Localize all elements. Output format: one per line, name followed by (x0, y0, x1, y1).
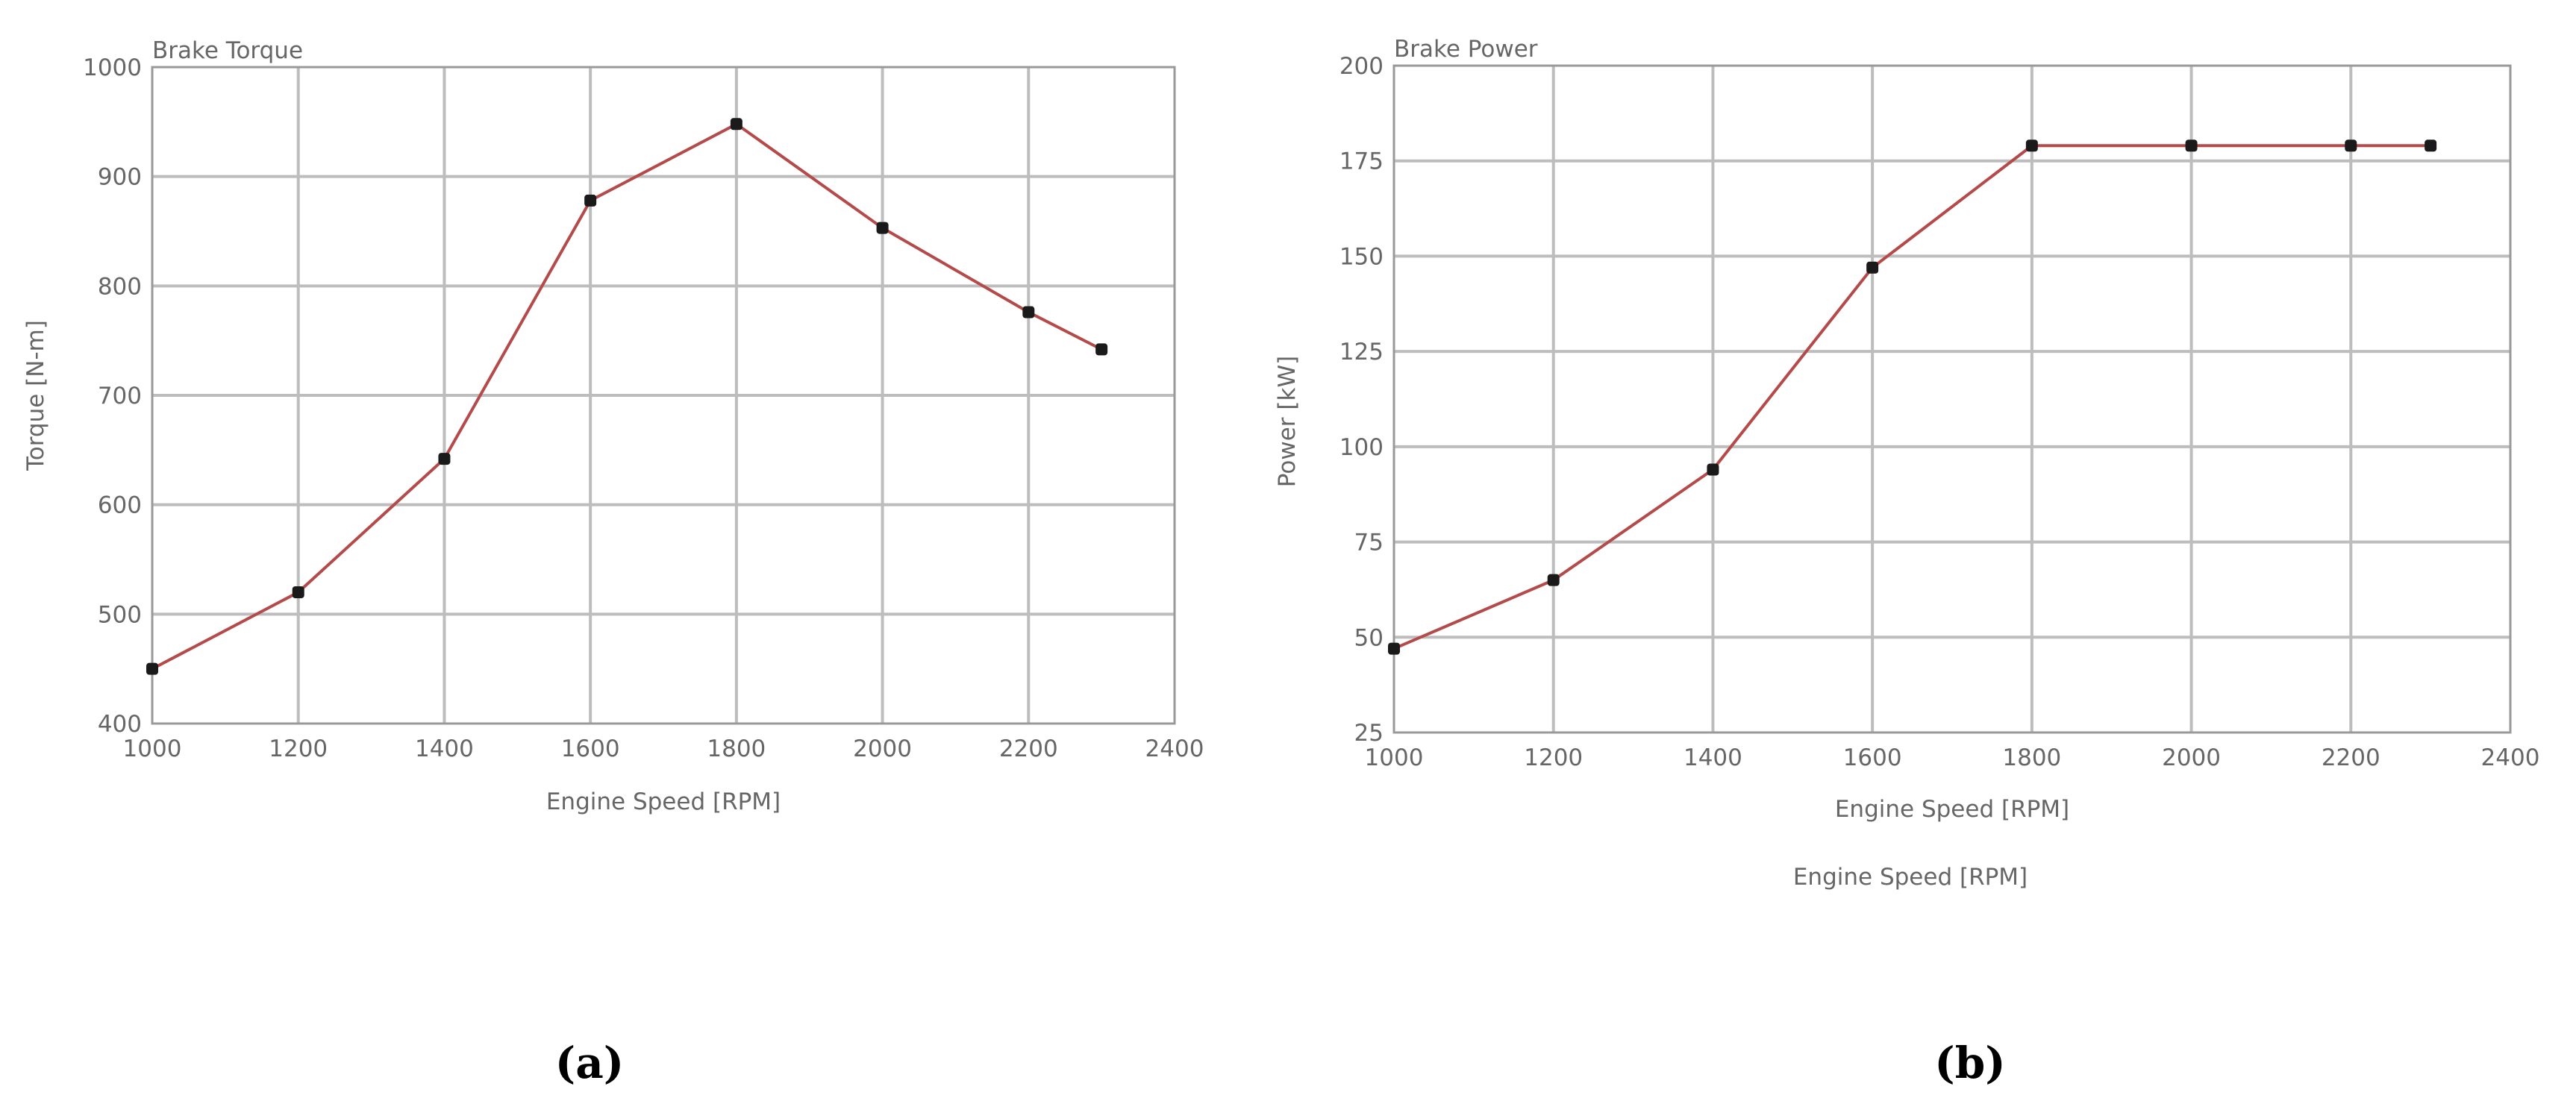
y-ticks: 25 50 75 100 125 150 175 200 (1339, 53, 1384, 747)
x-tick-label: 1000 (1365, 744, 1424, 771)
x-tick-label: 2200 (999, 735, 1058, 762)
data-point (1022, 306, 1035, 319)
y-tick-label: 500 (98, 601, 142, 628)
y-tick-label: 125 (1339, 339, 1384, 366)
data-point (1547, 574, 1560, 586)
data-point (1866, 261, 1879, 274)
series (1388, 139, 2437, 655)
y-tick-label: 700 (98, 383, 142, 410)
y-tick-label: 150 (1339, 243, 1384, 270)
y-axis-label: Torque [N-m] (22, 320, 49, 471)
brake-power-chart: 1000 1200 1400 1600 1800 2000 2200 2400 25 50 75 1… (1274, 36, 2539, 1088)
y-tick-label: 400 (98, 711, 142, 738)
x-tick-label: 2000 (853, 735, 912, 762)
x-tick-label: 2000 (2162, 744, 2221, 771)
data-point (292, 586, 304, 598)
x-ticks: 1000 1200 1400 1600 1800 2000 2200 2400 (1365, 744, 2540, 771)
series-line (151, 122, 1103, 671)
panel-label: (a) (555, 1038, 624, 1088)
x-tick-label: 1600 (1843, 744, 1902, 771)
data-point (438, 453, 451, 465)
y-ticks: 400 500 600 700 800 900 1000 (83, 54, 142, 738)
x-tick-label: 2400 (1145, 735, 1204, 762)
panel-label: (b) (1934, 1038, 2005, 1088)
chart-title: Brake Power (1394, 36, 1538, 63)
grid (152, 67, 1175, 724)
y-tick-label: 900 (98, 164, 142, 191)
chart-title: Brake Torque (152, 37, 303, 64)
y-tick-label: 100 (1339, 434, 1384, 461)
series-line (1393, 144, 2431, 650)
x-tick-label: 1200 (1524, 744, 1583, 771)
brake-torque-chart: 1000 1200 1400 1600 1800 2000 2200 2400 400 500 6… (22, 37, 1204, 1088)
y-tick-label: 75 (1354, 530, 1384, 556)
y-tick-label: 175 (1339, 148, 1384, 175)
x-tick-label: 1600 (561, 735, 620, 762)
data-point (2025, 139, 2038, 152)
y-tick-label: 200 (1339, 53, 1384, 80)
x-tick-label: 1400 (415, 735, 474, 762)
x-ticks: 1000 1200 1400 1600 1800 2000 2200 2400 (123, 735, 1204, 762)
data-point (146, 662, 158, 675)
y-tick-label: 1000 (83, 54, 142, 81)
data-point (730, 118, 743, 131)
y-tick-label: 600 (98, 492, 142, 519)
y-tick-label: 50 (1354, 624, 1384, 651)
x-axis-label: Engine Speed [RPM] (546, 788, 781, 815)
x-tick-label: 1400 (1684, 744, 1742, 771)
series (146, 118, 1108, 675)
data-point (584, 194, 597, 207)
x-tick-label: 1800 (2002, 744, 2061, 771)
y-tick-label: 25 (1354, 720, 1384, 747)
data-point (1707, 463, 1719, 476)
x-tick-label: 1000 (123, 735, 182, 762)
y-tick-label: 800 (98, 273, 142, 300)
plot-frame (1392, 64, 2512, 734)
x-axis-label: Engine Speed [RPM] (1835, 796, 2069, 823)
y-axis-label: Power [kW] (1274, 356, 1301, 487)
x-tick-label: 2200 (2322, 744, 2380, 771)
x-tick-label: 2400 (2481, 744, 2540, 771)
data-point (1095, 343, 1108, 356)
data-point (1388, 642, 1400, 655)
plot-frame (151, 66, 1176, 725)
data-point (2185, 139, 2198, 152)
x-tick-label: 1800 (707, 735, 766, 762)
extra-x-label: Engine Speed [RPM] (1793, 864, 2028, 891)
grid (1394, 66, 2510, 732)
data-point (876, 222, 889, 234)
data-point (2345, 139, 2357, 152)
data-point (2425, 139, 2437, 152)
x-tick-label: 1200 (269, 735, 328, 762)
